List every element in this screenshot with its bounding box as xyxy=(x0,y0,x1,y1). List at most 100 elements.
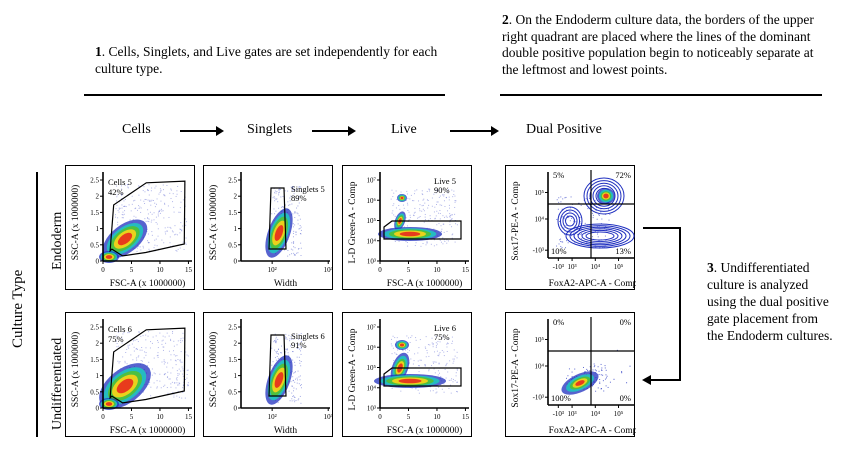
event-dot xyxy=(561,247,563,249)
event-dot xyxy=(140,199,142,201)
plot-svg: Live 675% 0 5 10 15 10³ 10⁴ 10⁵ 10⁶ 10⁷ FSC-A (x 1… xyxy=(348,319,469,436)
event-dot xyxy=(613,378,615,380)
event-dot xyxy=(177,358,179,360)
event-dot xyxy=(300,233,302,235)
event-dot xyxy=(603,246,605,248)
event-dot xyxy=(299,362,301,364)
event-dot xyxy=(291,398,293,400)
event-dot xyxy=(566,377,568,379)
event-dot xyxy=(278,194,280,196)
event-dot xyxy=(453,360,455,362)
event-dot xyxy=(300,387,302,389)
event-dot xyxy=(597,233,599,235)
event-dot xyxy=(410,194,412,196)
event-dot xyxy=(143,186,145,188)
event-dot xyxy=(184,378,186,380)
event-dot xyxy=(275,192,277,194)
event-dot xyxy=(293,252,295,254)
event-dot xyxy=(166,184,168,186)
event-dot xyxy=(595,246,597,248)
event-dot xyxy=(157,354,159,356)
event-dot xyxy=(294,401,296,403)
event-dot xyxy=(115,340,117,342)
event-dot xyxy=(399,208,401,210)
event-dot xyxy=(133,350,135,352)
event-dot xyxy=(575,221,577,223)
event-dot xyxy=(286,338,288,340)
event-dot xyxy=(182,375,184,377)
event-dot xyxy=(136,348,138,350)
event-dot xyxy=(181,361,183,363)
event-dot xyxy=(300,186,302,188)
event-dot xyxy=(121,188,123,190)
event-dot xyxy=(293,338,295,340)
event-dot xyxy=(393,203,395,205)
event-dot xyxy=(566,215,568,217)
event-dot xyxy=(181,340,183,342)
event-dot xyxy=(290,186,292,188)
event-dot xyxy=(438,363,440,365)
event-dot xyxy=(294,361,296,363)
event-dot xyxy=(567,217,569,219)
event-dot xyxy=(573,220,575,222)
event-dot xyxy=(298,383,300,385)
event-dot xyxy=(594,369,596,371)
event-dot xyxy=(133,200,135,202)
event-dot xyxy=(587,370,589,372)
contour-line xyxy=(573,226,627,246)
event-dot xyxy=(167,376,169,378)
event-dot xyxy=(443,195,445,197)
event-dot xyxy=(416,189,418,191)
event-dot xyxy=(170,189,172,191)
event-dot xyxy=(143,357,145,359)
event-dot xyxy=(271,364,273,366)
event-dot xyxy=(123,213,125,215)
event-dot xyxy=(435,346,437,348)
event-dot xyxy=(288,390,290,392)
event-dot xyxy=(292,376,294,378)
event-dot xyxy=(292,350,294,352)
event-dot xyxy=(561,241,563,243)
event-dot xyxy=(125,351,127,353)
event-dot xyxy=(405,241,407,243)
event-dot xyxy=(140,360,142,362)
event-dot xyxy=(609,381,611,383)
event-dot xyxy=(595,207,597,209)
event-dot xyxy=(147,240,149,242)
event-dot xyxy=(300,402,302,404)
event-dot xyxy=(426,191,428,193)
event-dot xyxy=(170,340,172,342)
event-dot xyxy=(186,354,188,356)
event-dot xyxy=(296,377,298,379)
event-dot xyxy=(151,199,153,201)
event-dot xyxy=(414,211,416,213)
event-dot xyxy=(299,395,301,397)
event-dot xyxy=(579,217,581,219)
event-dot xyxy=(417,389,419,391)
event-dot xyxy=(438,223,440,225)
event-dot xyxy=(170,338,172,340)
event-dot xyxy=(424,365,426,367)
y-tick-label: 10³ xyxy=(367,405,376,413)
event-dot xyxy=(179,360,181,362)
event-dot xyxy=(125,206,127,208)
y-tick-label: 10⁴ xyxy=(535,363,545,371)
event-dot xyxy=(437,354,439,356)
event-dot xyxy=(299,375,301,377)
event-dot xyxy=(437,341,439,343)
quadrant-lower-right-percent: 13% xyxy=(615,246,631,256)
event-dot xyxy=(445,364,447,366)
x-axis-label: Width xyxy=(274,279,298,289)
event-dot xyxy=(127,332,129,334)
event-dot xyxy=(557,208,559,210)
event-dot xyxy=(177,248,179,250)
event-dot xyxy=(287,250,289,252)
event-dot xyxy=(438,362,440,364)
event-dot xyxy=(275,359,277,361)
event-dot xyxy=(167,371,169,373)
event-dot xyxy=(274,197,276,199)
event-dot xyxy=(159,210,161,212)
event-dot xyxy=(440,231,442,233)
event-dot xyxy=(604,367,606,369)
quadrant-upper-left-percent: 0% xyxy=(553,317,564,327)
